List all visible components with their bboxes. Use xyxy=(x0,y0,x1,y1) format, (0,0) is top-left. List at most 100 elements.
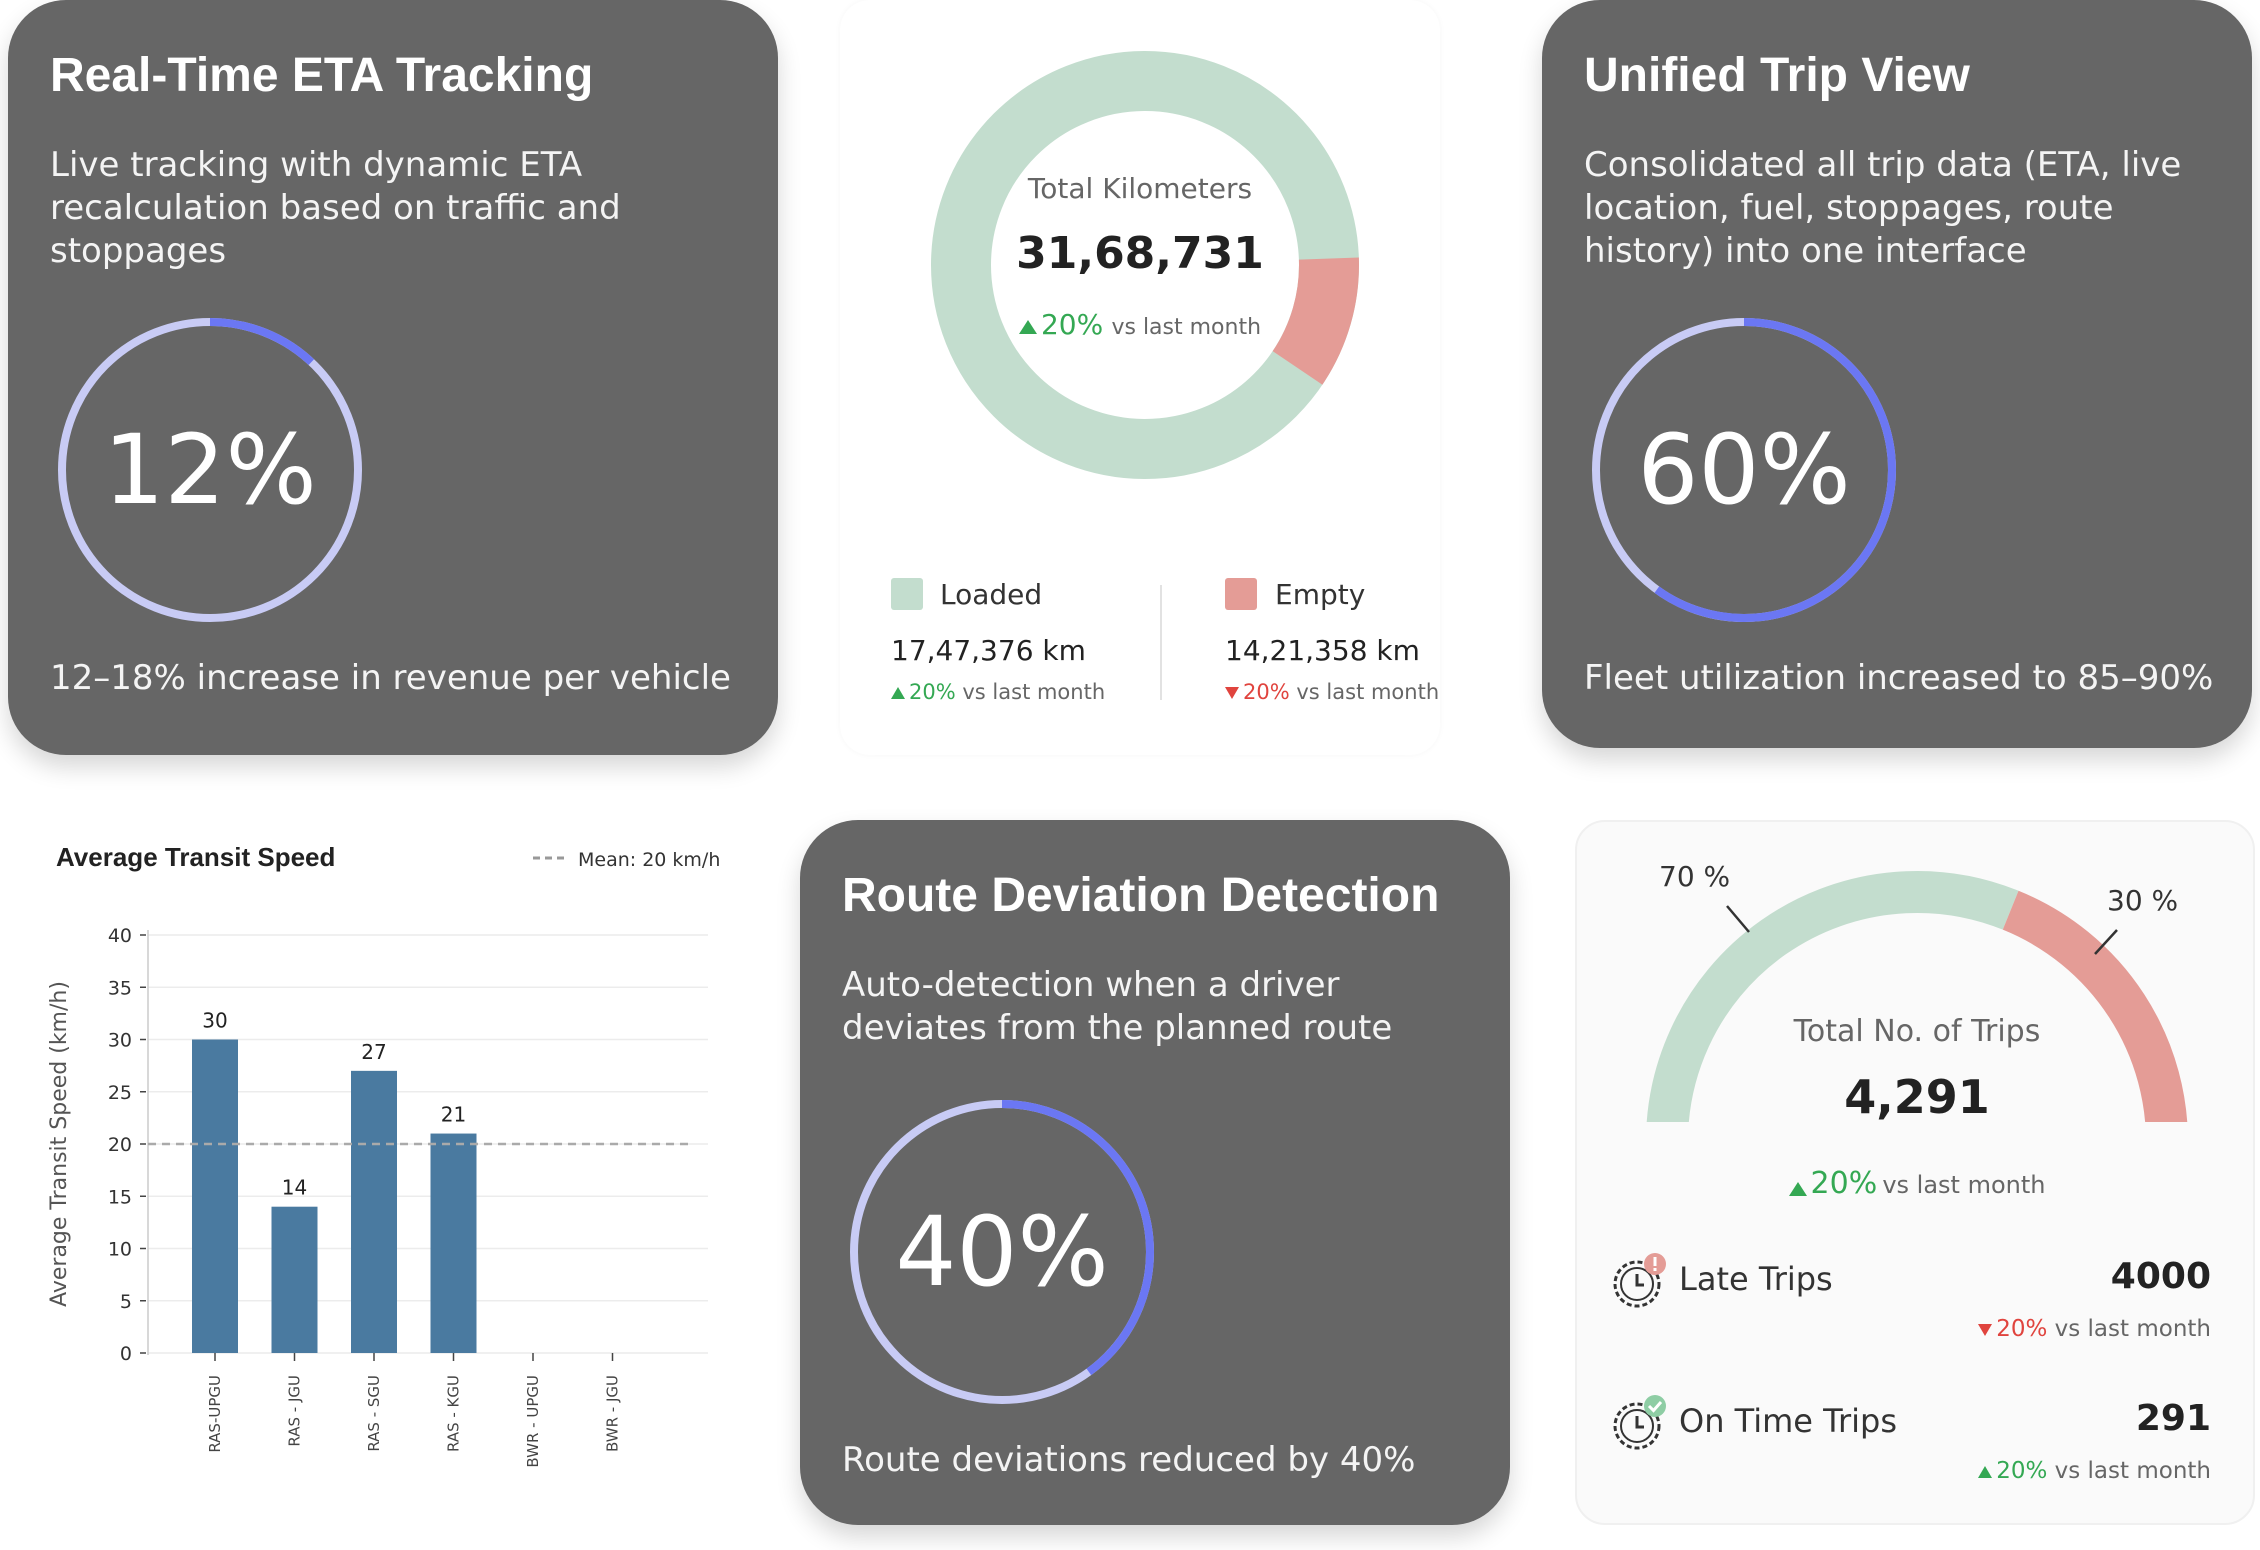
kilometers-total: 31,68,731 xyxy=(1016,228,1264,279)
deviation-title: Route Deviation Detection xyxy=(842,869,1440,922)
loaded-change: 20% vs last month xyxy=(891,680,1105,704)
eta-title: Real-Time ETA Tracking xyxy=(50,49,594,102)
y-tick-label: 25 xyxy=(108,1082,132,1104)
trip-view-value: 60% xyxy=(1637,414,1851,526)
trip-view-ring-fill xyxy=(1592,318,1896,622)
trips-gauge xyxy=(1646,871,2188,1122)
y-axis-label: Average Transit Speed (km/h) xyxy=(47,981,72,1307)
eta-ring-svg xyxy=(58,318,362,622)
kilometers-change-value: 20% xyxy=(1040,308,1104,341)
loaded-change-value: 20% xyxy=(909,680,956,704)
right-pointer-line xyxy=(2094,929,2118,955)
left-pointer-line xyxy=(1726,905,1750,933)
trips-label: Total No. of Trips xyxy=(1793,1014,2041,1049)
deviation-ring-svg xyxy=(850,1100,1154,1404)
trips-change-value: 20% xyxy=(1810,1166,1878,1201)
late-trips-change-value: 20% xyxy=(1996,1316,2048,1342)
ontime-trips-change-value: 20% xyxy=(1996,1458,2048,1484)
loaded-value: 17,47,376 km xyxy=(891,634,1086,667)
y-tick-label: 0 xyxy=(120,1343,132,1365)
trips-card: 70 % 30 % Total No. of Trips 4,291 20% v… xyxy=(1575,820,2255,1525)
x-tick-label: BWR - JGU xyxy=(604,1375,622,1452)
ontime-trips-label: On Time Trips xyxy=(1679,1402,1897,1440)
trips-gauge-late-arc xyxy=(2002,890,2188,1122)
late-trips-value: 4000 xyxy=(2110,1256,2211,1297)
late-trips-label: Late Trips xyxy=(1679,1260,1833,1298)
deviation-value: 40% xyxy=(895,1196,1109,1308)
down-arrow-icon xyxy=(1225,687,1239,699)
empty-swatch xyxy=(1225,578,1257,610)
eta-value: 12% xyxy=(103,414,317,526)
legend-mean-label: Mean: 20 km/h xyxy=(578,849,720,871)
up-arrow-icon xyxy=(891,687,905,699)
empty-label: Empty xyxy=(1275,578,1366,611)
x-tick-label: RAS - JGU xyxy=(286,1375,304,1447)
bar xyxy=(271,1206,318,1353)
up-arrow-icon xyxy=(1978,1465,1993,1478)
empty-change-suffix: vs last month xyxy=(1296,680,1440,704)
loaded-swatch xyxy=(891,578,923,610)
ontime-trips-change: 20% vs last month xyxy=(1978,1458,2211,1484)
deviation-ring-fill xyxy=(850,1100,1154,1404)
bar-data-label: 21 xyxy=(441,1103,466,1127)
trips-change-suffix: vs last month xyxy=(1882,1171,2046,1199)
up-arrow-icon xyxy=(1788,1181,1807,1196)
empty-value: 14,21,358 km xyxy=(1225,634,1420,667)
y-tick-label: 20 xyxy=(108,1134,132,1156)
kilometers-card: Total Kilometers 31,68,731 20% vs last m… xyxy=(840,0,1440,755)
x-tick-label: RAS - SGU xyxy=(365,1375,383,1452)
x-tick-label: BWR - UPGU xyxy=(524,1375,542,1468)
y-tick-label: 15 xyxy=(108,1186,132,1208)
kilometers-change-suffix: vs last month xyxy=(1111,315,1262,340)
transit-speed-card: Average Transit Speed Mean: 20 km/h 0 5 10 15… xyxy=(8,820,768,1550)
bar-data-label: 14 xyxy=(282,1176,307,1200)
x-tick-label: RAS-UPGU xyxy=(206,1375,224,1453)
late-trips-change: 20% vs last month xyxy=(1978,1316,2211,1342)
kilometers-label: Total Kilometers xyxy=(1027,172,1253,205)
chart-title: Average Transit Speed xyxy=(56,842,335,872)
trips-pct-left: 70 % xyxy=(1659,860,1731,893)
trips-pct-right: 30 % xyxy=(2107,884,2179,917)
legend-divider xyxy=(1160,585,1162,700)
trip-view-card: Unified Trip View Consolidated all trip … xyxy=(1542,0,2252,748)
trip-view-title: Unified Trip View xyxy=(1584,49,1970,102)
kilometers-change: 20% vs last month xyxy=(840,308,1440,341)
trips-gauge-ontime-arc xyxy=(1646,871,2019,1122)
empty-change: 20% vs last month xyxy=(1225,680,1439,704)
trip-view-ring-svg xyxy=(1592,318,1896,622)
bar-data-label: 30 xyxy=(202,1009,227,1033)
trip-view-description: Consolidated all trip data (ETA, live lo… xyxy=(1584,145,2182,271)
empty-segment xyxy=(931,50,1359,479)
deviation-progress-ring: 40% xyxy=(842,1092,1162,1412)
eta-card: Real-Time ETA Tracking Live tracking wit… xyxy=(8,0,778,755)
trips-change: 20% vs last month xyxy=(1577,1166,2257,1201)
deviation-footer: Route deviations reduced by 40% xyxy=(842,1440,1416,1480)
ontime-trips-change-suffix: vs last month xyxy=(2054,1458,2211,1484)
bar-data-label: 27 xyxy=(361,1040,386,1064)
empty-change-value: 20% xyxy=(1243,680,1290,704)
y-tick-label: 40 xyxy=(108,925,132,947)
ontime-trips-value: 291 xyxy=(2135,1398,2211,1439)
eta-footer: 12–18% increase in revenue per vehicle xyxy=(50,658,731,698)
late-trips-change-suffix: vs last month xyxy=(2054,1316,2211,1342)
trip-view-progress-ring: 60% xyxy=(1584,310,1904,630)
bar xyxy=(430,1133,477,1353)
trip-view-footer: Fleet utilization increased to 85–90% xyxy=(1584,658,2214,698)
eta-description: Live tracking with dynamic ETA recalcula… xyxy=(50,145,621,271)
up-arrow-icon xyxy=(1018,319,1037,334)
late-clock-icon xyxy=(1613,1253,1666,1308)
eta-progress-ring: 12% xyxy=(50,310,370,630)
ontime-clock-icon xyxy=(1613,1395,1666,1450)
deviation-description: Auto-detection when a driver deviates fr… xyxy=(842,965,1393,1048)
x-tick-label: RAS - KGU xyxy=(445,1375,463,1452)
y-tick-label: 10 xyxy=(108,1239,132,1261)
transit-speed-chart: Average Transit Speed Mean: 20 km/h 0 5 10 15… xyxy=(47,842,720,1468)
kilometers-donut xyxy=(931,50,1359,479)
y-tick-label: 35 xyxy=(108,977,132,999)
down-arrow-icon xyxy=(1978,1323,1993,1336)
eta-ring-fill xyxy=(58,318,362,622)
loaded-change-suffix: vs last month xyxy=(962,680,1106,704)
y-tick-label: 30 xyxy=(108,1030,132,1052)
y-tick-label: 5 xyxy=(120,1291,132,1313)
bar xyxy=(351,1070,397,1353)
